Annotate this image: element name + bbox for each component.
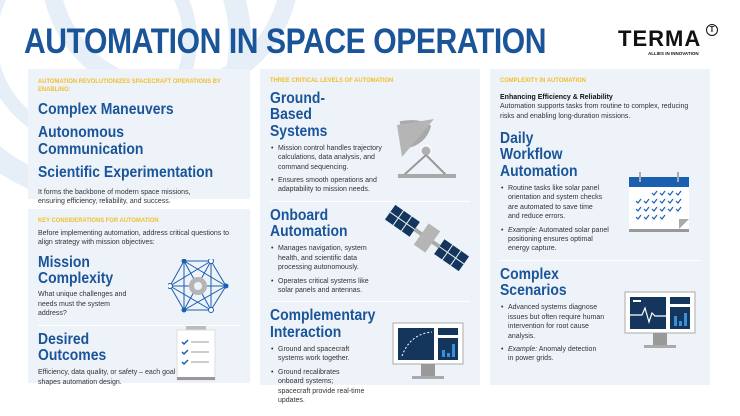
page-title: AUTOMATION IN SPACE OPERATION [24, 22, 547, 61]
divider [270, 301, 470, 303]
satellite-dish-icon [397, 119, 456, 178]
intro-label: Automation revolutionizes spacecraft ope… [38, 78, 221, 93]
section-text: What unique challenges and needs must th… [38, 291, 127, 318]
considerations-label: Key considerations for automation [38, 217, 159, 224]
intro-panel: Automation revolutionizes spacecraft ope… [28, 69, 250, 205]
considerations-panel: Key considerations for automation Before… [28, 209, 250, 386]
example-text: Anomaly detection in power grids. [508, 346, 597, 363]
intro-text: It forms the backbone of modern space mi… [38, 189, 191, 206]
example-text: Automated solar panel positioning ensure… [508, 226, 609, 253]
section-title: Complementary Interaction [270, 307, 376, 341]
bullet: Ground recalibrates onboard systems; spa… [270, 368, 365, 406]
calendar-checks-icon [629, 172, 689, 232]
section-title: Complex Scenarios [500, 265, 567, 300]
bullet: Routine tasks like solar panel orientati… [500, 184, 605, 222]
intro-item: Autonomous Communication [38, 124, 144, 158]
section-title: Desired Outcomes [38, 330, 107, 364]
section-title: Mission Complexity [38, 253, 114, 288]
bullet: Operates critical systems like solar pan… [270, 277, 380, 296]
divider [500, 259, 700, 261]
section-title: Daily Workflow Automation [500, 130, 578, 180]
levels-panel: Three critical levels of automation Grou… [260, 69, 480, 404]
bullet: Ensures smooth operations and adaptabili… [270, 176, 385, 195]
bullet: Mission control handles trajectory calcu… [270, 144, 385, 172]
intro-item: Scientific Experimentation [38, 163, 214, 181]
bullet: Advanced systems diagnose issues but oft… [500, 303, 605, 341]
example-label: Example: [508, 226, 538, 234]
bullet: Ground and spacecraft systems work toget… [270, 345, 360, 364]
logo-mark: T [706, 24, 718, 36]
clipboard-checklist-icon [176, 326, 216, 381]
complexity-subtitle: Enhancing Efficiency & Reliability [500, 94, 613, 101]
complexity-label: Complexity in automation [500, 77, 586, 84]
monitor-waveform-icon [624, 291, 696, 348]
levels-label: Three critical levels of automation [270, 77, 394, 84]
logo-name: TERMA [618, 26, 702, 51]
section-text: Efficiency, data quality, or safety – ea… [38, 369, 176, 386]
bullet: Manages navigation, system health, and s… [270, 244, 380, 272]
section-title: Onboard Automation [270, 206, 348, 241]
section-title: Ground-Based Systems [270, 90, 328, 140]
bullet-example: Example: Anomaly detection in power grid… [500, 345, 600, 364]
complexity-panel: Complexity in automation Enhancing Effic… [490, 69, 710, 385]
bullet-example: Example: Automated solar panel positioni… [500, 226, 610, 254]
considerations-text: Before implementing automation, address … [38, 230, 230, 247]
divider [270, 200, 470, 202]
monitor-dashboard-icon [392, 322, 464, 379]
complexity-text: Automation supports tasks from routine t… [500, 103, 689, 120]
satellite-icon [384, 204, 470, 272]
network-gear-icon [168, 259, 229, 313]
example-label: Example: [508, 346, 538, 354]
divider [38, 324, 240, 326]
logo-tagline: ALLIES IN INNOVATION [648, 51, 699, 56]
terma-logo: TERMA T ALLIES IN INNOVATION [618, 24, 718, 56]
intro-item: Complex Maneuvers [38, 101, 174, 118]
